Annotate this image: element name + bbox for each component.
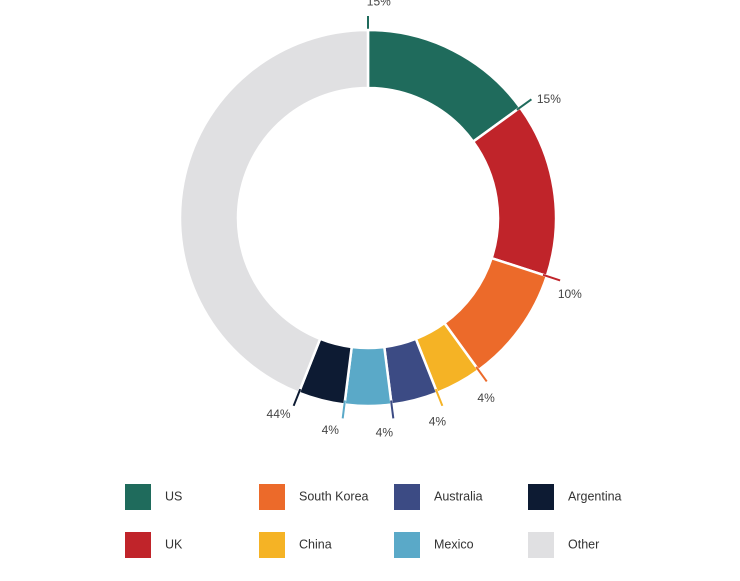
- legend-swatch: [528, 484, 554, 510]
- donut-segment: [178, 28, 370, 395]
- leader-line: [475, 366, 488, 383]
- legend-label: Mexico: [434, 537, 474, 551]
- legend-label: Australia: [434, 489, 483, 503]
- value-label: 44%: [267, 407, 291, 421]
- legend-swatch: [125, 532, 151, 558]
- legend-label: UK: [165, 537, 183, 551]
- legend-label: US: [165, 489, 182, 503]
- leader-line: [434, 388, 444, 407]
- legend-label: Other: [568, 537, 599, 551]
- value-label: 4%: [376, 426, 394, 440]
- legend-swatch: [528, 532, 554, 558]
- donut-segment: [471, 105, 558, 278]
- legend-swatch: [259, 532, 285, 558]
- value-label: 4%: [477, 391, 495, 405]
- leader-line: [542, 273, 561, 282]
- legend-label: China: [299, 537, 332, 551]
- leader-line: [516, 98, 533, 111]
- value-label: 10%: [558, 287, 582, 301]
- leader-line: [390, 400, 395, 419]
- legend-swatch: [394, 532, 420, 558]
- legend-swatch: [125, 484, 151, 510]
- legend-label: South Korea: [299, 489, 369, 503]
- value-label: 15%: [537, 92, 561, 106]
- value-label: 4%: [322, 423, 340, 437]
- leader-line: [341, 400, 346, 419]
- legend-swatch: [259, 484, 285, 510]
- value-label: 4%: [429, 415, 447, 429]
- legend-label: Argentina: [568, 489, 622, 503]
- leader-line: [292, 388, 302, 407]
- value-label: 15%: [367, 0, 391, 8]
- legend-swatch: [394, 484, 420, 510]
